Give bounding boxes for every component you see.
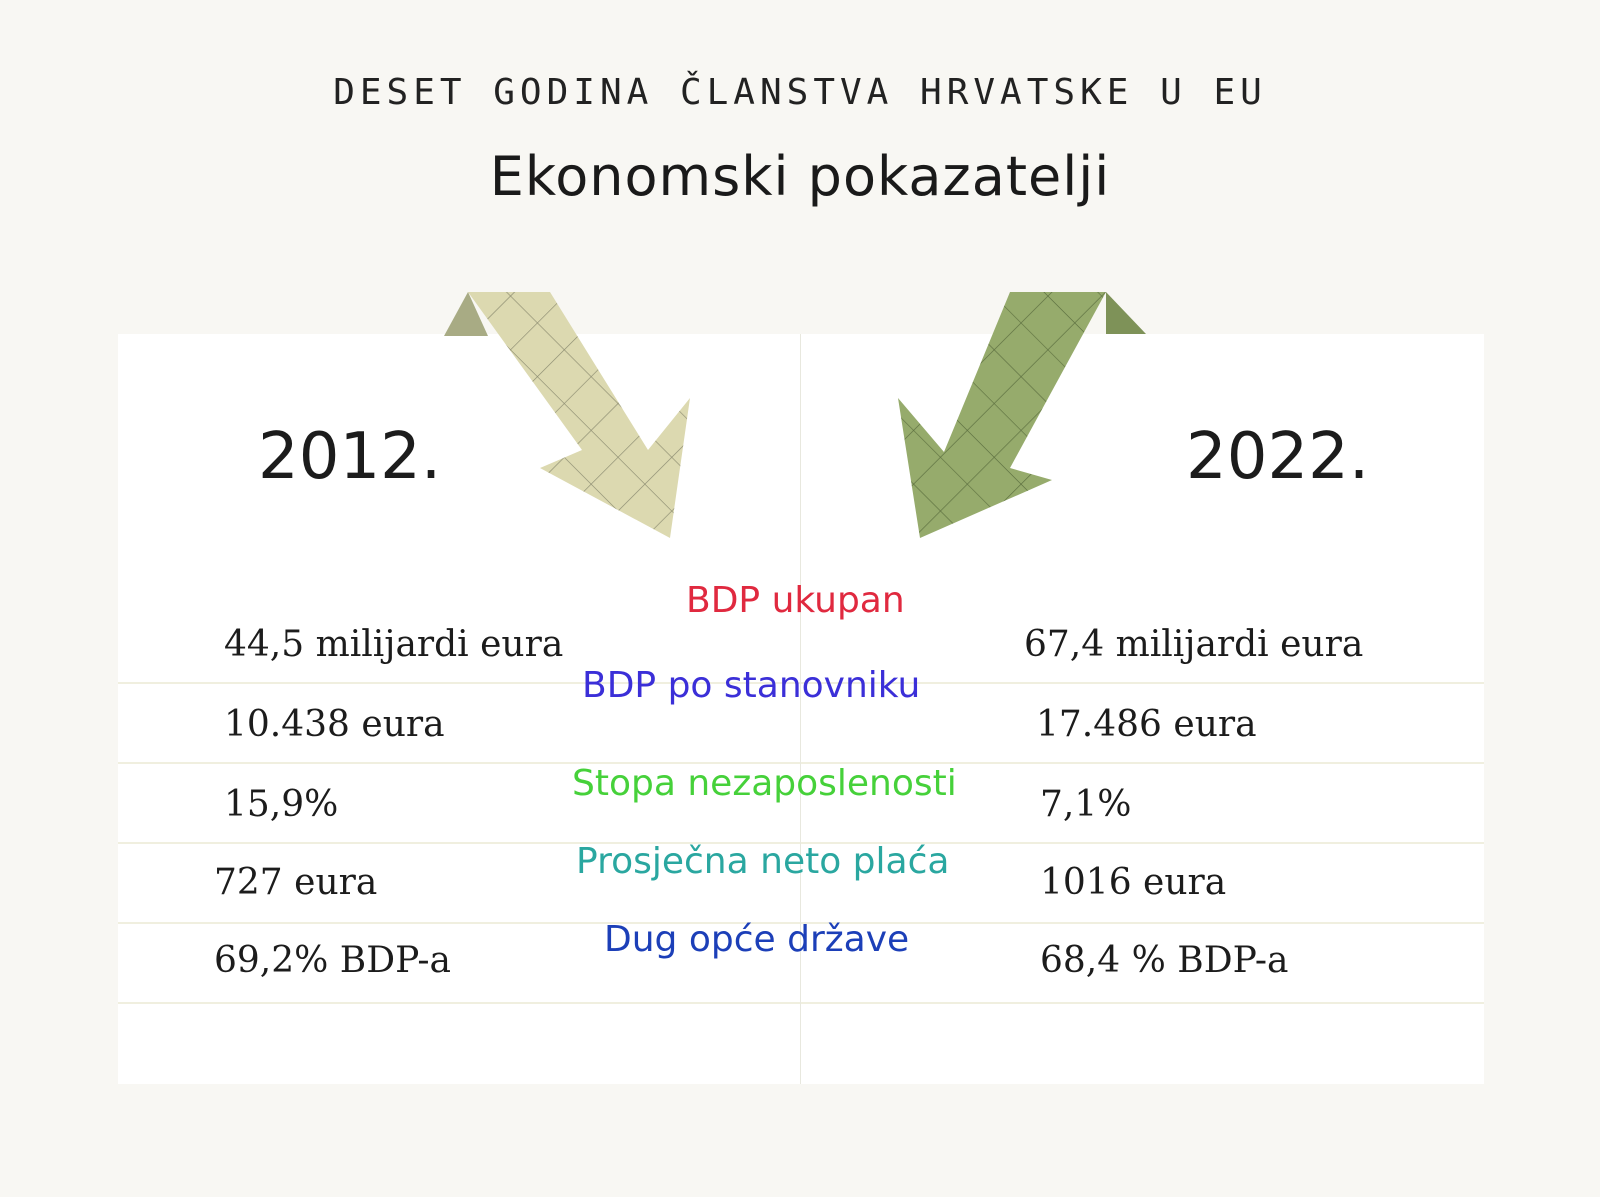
indicator-label-bdp-ukupan: BDP ukupan — [686, 580, 905, 621]
page-title: Ekonomski pokazatelji — [489, 145, 1111, 208]
value-2022-bdp-po-stanovniku: 17.486 eura — [1036, 704, 1257, 745]
value-2022-bdp-ukupan: 67,4 milijardi eura — [1024, 624, 1364, 665]
row-divider — [118, 682, 1484, 684]
value-2012-stopa-nezaposlenosti: 15,9% — [224, 784, 339, 825]
kicker-heading: DESET GODINA ČLANSTVA HRVATSKE U EU — [333, 72, 1267, 113]
row-divider — [118, 922, 1484, 924]
arrow-left-icon — [444, 292, 690, 538]
row-divider — [118, 762, 1484, 764]
indicator-label-dug-opce-drzave: Dug opće države — [604, 919, 910, 960]
indicator-label-bdp-po-stanovniku: BDP po stanovniku — [582, 665, 921, 706]
value-2012-bdp-ukupan: 44,5 milijardi eura — [224, 624, 564, 665]
value-2012-prosjecna-neto-placa: 727 eura — [214, 862, 378, 903]
value-2022-prosjecna-neto-placa: 1016 eura — [1040, 862, 1227, 903]
row-divider — [118, 1002, 1484, 1004]
comparison-panel — [118, 334, 1484, 1084]
arrow-right-icon — [898, 292, 1146, 538]
year-2022-label: 2022. — [1186, 420, 1370, 494]
indicator-label-stopa-nezaposlenosti: Stopa nezaposlenosti — [572, 763, 957, 804]
center-divider — [800, 334, 801, 1084]
year-2012-label: 2012. — [258, 420, 442, 494]
value-2022-stopa-nezaposlenosti: 7,1% — [1040, 784, 1132, 825]
indicator-label-prosjecna-neto-placa: Prosječna neto plaća — [576, 841, 950, 882]
value-2012-bdp-po-stanovniku: 10.438 eura — [224, 704, 445, 745]
value-2012-dug-opce-drzave: 69,2% BDP-a — [214, 940, 452, 981]
row-divider — [118, 842, 1484, 844]
value-2022-dug-opce-drzave: 68,4 % BDP-a — [1040, 940, 1289, 981]
